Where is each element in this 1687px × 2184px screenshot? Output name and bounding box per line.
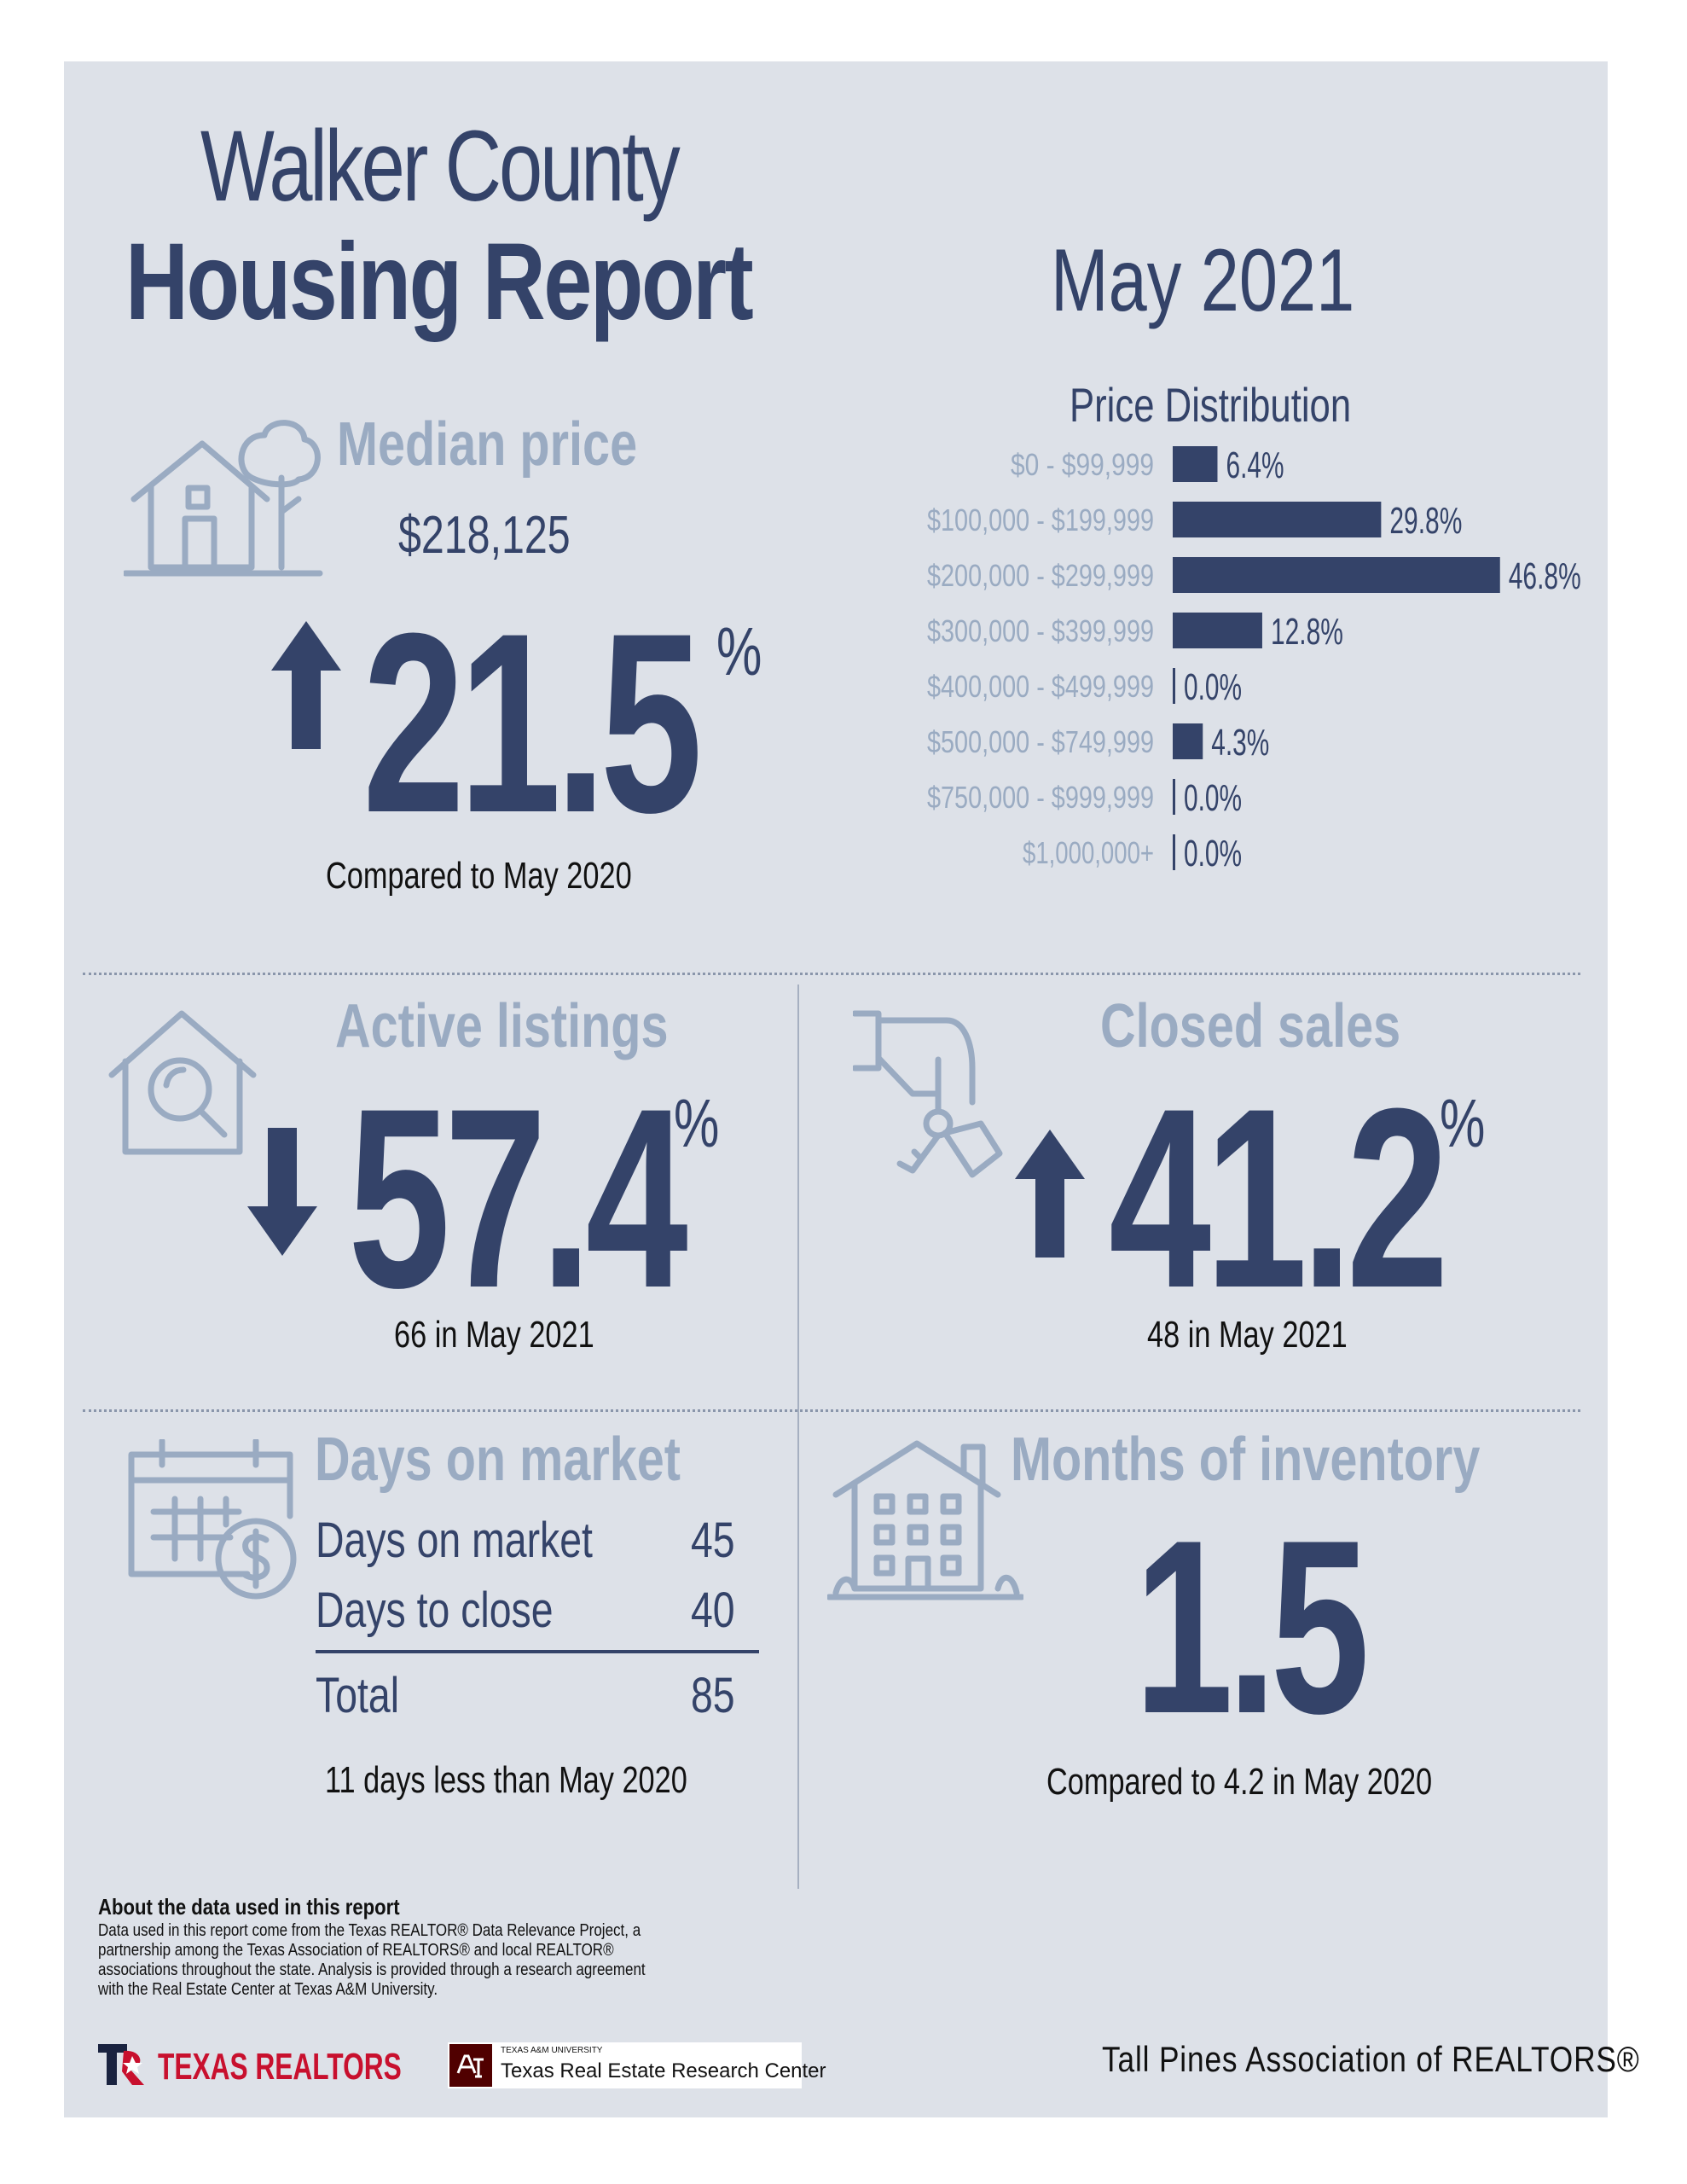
bar	[1173, 502, 1382, 537]
texas-realtors-logo: TEXAS REALTORS	[98, 2041, 439, 2092]
inventory-note: Compared to 4.2 in May 2020	[1046, 1761, 1433, 1803]
category-label: $750,000 - $999,999	[927, 780, 1154, 815]
value-label: 12.8%	[1271, 611, 1343, 653]
active-change-percent: %	[674, 1085, 720, 1161]
dom-section-label: Days on market	[315, 1426, 681, 1494]
value-label: 0.0%	[1184, 777, 1242, 819]
median-price-label: Median price	[337, 410, 638, 479]
value-label: 6.4%	[1226, 445, 1284, 486]
closed-change-percent: %	[1440, 1085, 1486, 1161]
tamu-mark-icon	[449, 2044, 492, 2087]
hand-keys-icon	[853, 1010, 1003, 1178]
bar	[1173, 779, 1175, 815]
dom-table: Days on market 45 Days to close 40 Total…	[316, 1512, 759, 1768]
dom-row-label: Days on market	[316, 1513, 593, 1568]
tamu-small-text: TEXAS A&M UNIVERSITY	[501, 2046, 603, 2055]
arrow-up-icon	[1015, 1130, 1085, 1258]
active-note: 66 in May 2021	[394, 1314, 594, 1356]
association-name: Tall Pines Association of REALTORS®	[1102, 2039, 1640, 2079]
divider-vertical	[797, 985, 799, 1889]
median-compare-note: Compared to May 2020	[326, 855, 632, 897]
bar	[1173, 668, 1175, 704]
tamu-logo: TEXAS A&M UNIVERSITY Texas Real Estate R…	[448, 2042, 826, 2088]
chart-title: Price Distribution	[1070, 378, 1352, 432]
house-search-icon	[108, 1010, 257, 1155]
arrow-up-icon	[271, 621, 341, 749]
category-label: $300,000 - $399,999	[927, 613, 1154, 648]
tamu-text: Texas Real Estate Research Center	[501, 2059, 826, 2082]
dom-total-rule	[316, 1650, 759, 1653]
category-label: $0 - $99,999	[1011, 447, 1154, 482]
price-distribution-chart: $0 - $99,999 6.4% $100,000 - $199,999 29.8%…	[927, 445, 1581, 874]
active-change-value: 57.4	[348, 1054, 688, 1341]
title-line-1: Walker County	[200, 110, 681, 223]
inventory-value: 1.5	[1134, 1489, 1370, 1765]
median-change-value: 21.5	[362, 579, 703, 866]
dom-total-label: Total	[316, 1668, 400, 1723]
closed-note: 48 in May 2021	[1147, 1314, 1348, 1356]
median-change-percent: %	[716, 613, 762, 689]
dom-row-value: 40	[691, 1583, 735, 1638]
dom-total-value: 85	[691, 1668, 735, 1723]
closed-sales-label: Closed sales	[1100, 992, 1401, 1060]
title-line-2: Housing Report	[125, 221, 754, 343]
about-title: About the data used in this report	[98, 1894, 400, 1920]
category-label: $1,000,000+	[1023, 835, 1154, 870]
dom-row-label: Days to close	[316, 1583, 554, 1638]
active-listings-label: Active listings	[335, 992, 669, 1060]
category-label: $400,000 - $499,999	[927, 669, 1154, 704]
house-tree-icon	[124, 420, 323, 577]
value-label: 0.0%	[1184, 833, 1242, 874]
median-price-value: $218,125	[398, 506, 571, 565]
inventory-label: Months of inventory	[1011, 1426, 1481, 1494]
category-label: $500,000 - $749,999	[927, 724, 1154, 759]
dom-row-value: 45	[691, 1513, 735, 1568]
bar	[1173, 723, 1203, 759]
dom-note: 11 days less than May 2020	[325, 1759, 687, 1801]
closed-change-value: 41.2	[1109, 1054, 1449, 1341]
value-label: 29.8%	[1389, 500, 1462, 542]
category-label: $100,000 - $199,999	[927, 502, 1154, 537]
bar	[1173, 613, 1262, 648]
texas-realtors-text: TEXAS REALTORS	[158, 2046, 402, 2088]
divider-horizontal-2	[83, 1409, 1580, 1412]
value-label: 4.3%	[1211, 722, 1269, 764]
arrow-down-icon	[247, 1128, 317, 1256]
report-panel: Walker County Housing Report May 2021 Me…	[64, 61, 1639, 2117]
divider-horizontal-1	[83, 973, 1580, 975]
apartment-building-icon	[827, 1440, 1023, 1600]
about-text: Data used in this report come from the T…	[98, 1921, 646, 1999]
texas-realtors-mark-icon	[98, 2044, 144, 2085]
value-label: 46.8%	[1509, 555, 1581, 597]
bar	[1173, 446, 1218, 482]
bar	[1173, 557, 1500, 593]
bar	[1173, 834, 1175, 870]
report-month: May 2021	[1051, 231, 1355, 330]
category-label: $200,000 - $299,999	[927, 558, 1154, 593]
calendar-dollar-icon	[128, 1439, 297, 1600]
value-label: 0.0%	[1184, 666, 1242, 708]
